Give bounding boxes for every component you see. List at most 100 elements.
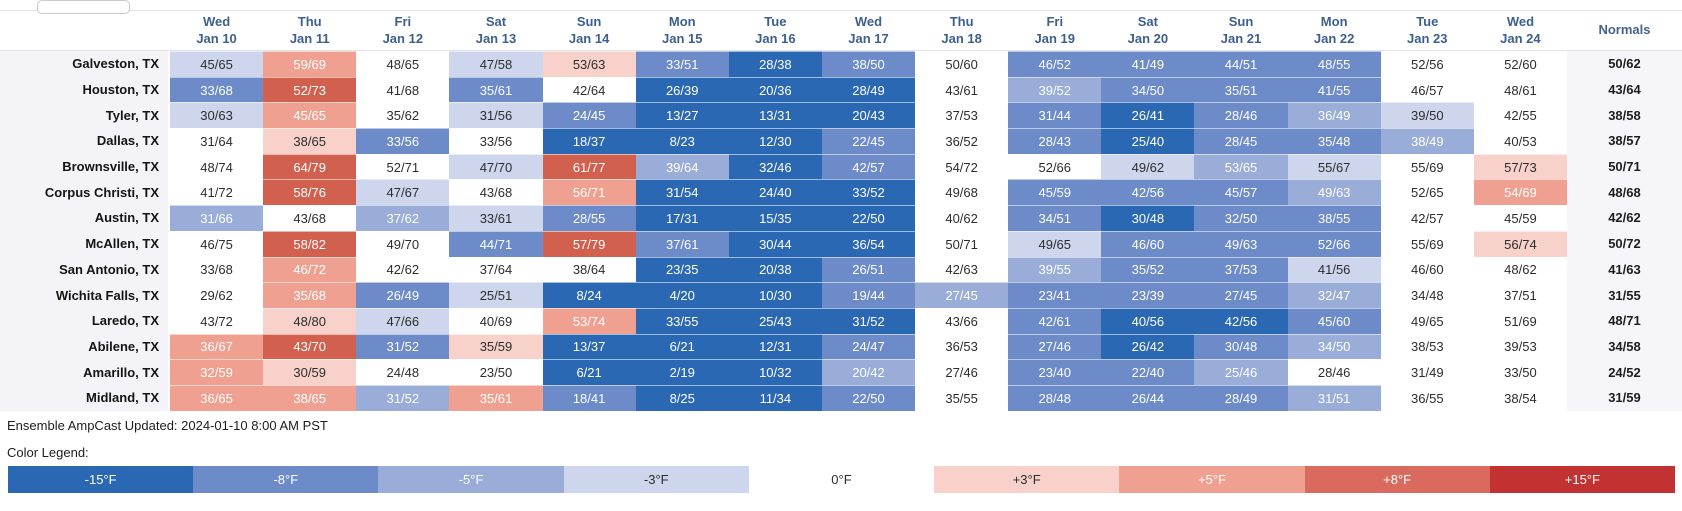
temperature-cell: 42/64 [542, 76, 636, 103]
header-day-label: Sat [1137, 13, 1158, 29]
temperature-cell: 39/50 [1380, 102, 1474, 129]
temperature-cell: 26/39 [635, 76, 729, 103]
temperature-cell: 49/65 [1008, 230, 1102, 257]
date-column-header: Fri Jan 12 [356, 11, 450, 51]
temperature-cell: 27/45 [915, 282, 1009, 308]
temperature-cell: 36/67 [170, 333, 264, 360]
temperature-cell: 64/79 [263, 153, 357, 180]
temperature-cell: 46/60 [1380, 256, 1474, 283]
temperature-cell: 24/40 [728, 179, 822, 206]
temperature-cell: 47/70 [449, 153, 543, 180]
temperature-cell: 43/68 [449, 179, 543, 206]
temperature-cell: 33/51 [635, 51, 729, 77]
normals-cell: 50/71 [1566, 153, 1682, 180]
date-column-header: Tue Jan 16 [728, 11, 822, 51]
header-date-label: Jan 17 [848, 30, 889, 46]
temperature-cell: 46/75 [170, 230, 264, 257]
date-column-header: Sun Jan 14 [542, 11, 636, 51]
temperature-cell: 42/55 [1473, 102, 1567, 129]
normals-cell: 43/64 [1566, 76, 1682, 103]
temperature-cell: 8/25 [635, 384, 729, 411]
temperature-cell: 37/62 [356, 205, 450, 231]
temperature-cell: 29/62 [170, 282, 264, 308]
temperature-cell: 53/74 [542, 307, 636, 334]
header-day-label: Sun [1228, 13, 1254, 29]
legend-segment: -3°F [563, 465, 749, 493]
header-day-label: Mon [1320, 13, 1348, 29]
temperature-cell: 49/70 [356, 230, 450, 257]
temperature-cell: 42/56 [1101, 179, 1195, 206]
temperature-cell: 56/74 [1473, 230, 1567, 257]
temperature-cell: 38/65 [263, 384, 357, 411]
temperature-cell: 50/60 [915, 51, 1009, 77]
date-column-header: Thu Jan 18 [915, 11, 1009, 51]
temperature-cell: 33/52 [821, 179, 916, 206]
temperature-cell: 11/34 [728, 384, 822, 411]
header-day-label: Mon [668, 13, 696, 29]
color-legend-bar: -15°F -8°F -5°F -3°F 0°F +3°F +5°F +8°F +15°F [8, 465, 1675, 493]
normals-cell: 24/52 [1566, 359, 1682, 385]
normals-cell: 41/63 [1566, 256, 1682, 283]
temperature-cell: 43/66 [915, 307, 1009, 334]
temperature-cell: 27/46 [915, 359, 1009, 385]
temperature-cell: 41/72 [170, 179, 264, 206]
city-row-label: Austin, TX [0, 205, 170, 231]
temperature-cell: 46/60 [1101, 230, 1195, 257]
temperature-cell: 59/69 [263, 51, 357, 77]
temperature-cell: 36/65 [170, 384, 264, 411]
temperature-cell: 2/19 [635, 359, 729, 385]
temperature-cell: 24/47 [821, 333, 916, 360]
temperature-cell: 48/80 [263, 307, 357, 334]
temperature-cell: 26/41 [1101, 102, 1195, 129]
temperature-cell: 28/45 [1194, 128, 1288, 154]
color-legend-title: Color Legend: [7, 444, 89, 460]
temperature-cell: 33/55 [635, 307, 729, 334]
temperature-cell: 45/65 [170, 51, 264, 77]
temperature-cell: 34/48 [1380, 282, 1474, 308]
temperature-cell: 20/42 [821, 359, 916, 385]
temperature-cell: 23/39 [1101, 282, 1195, 308]
temperature-cell: 27/46 [1008, 333, 1102, 360]
temperature-cell: 12/30 [728, 128, 822, 154]
header-day-label: Thu [949, 13, 974, 29]
temperature-cell: 30/63 [170, 102, 264, 129]
temperature-cell: 38/55 [1287, 205, 1381, 231]
truncated-toolbar-button[interactable] [37, 0, 130, 14]
temperature-cell: 18/37 [542, 128, 636, 154]
temperature-cell: 10/30 [728, 282, 822, 308]
normals-cell: 38/57 [1566, 128, 1682, 154]
temperature-cell: 38/54 [1473, 384, 1567, 411]
temperature-cell: 34/51 [1008, 205, 1102, 231]
header-corner-cell [0, 11, 170, 51]
temperature-cell: 39/52 [1008, 76, 1102, 103]
header-day-label: Sat [485, 13, 507, 29]
legend-segment: -8°F [193, 465, 379, 493]
temperature-cell: 50/71 [915, 230, 1009, 257]
temperature-cell: 41/68 [356, 76, 450, 103]
temperature-cell: 49/63 [1194, 230, 1288, 257]
date-column-header: Mon Jan 22 [1287, 11, 1381, 51]
temperature-cell: 35/68 [263, 282, 357, 308]
temperature-cell: 32/59 [170, 359, 264, 385]
temperature-cell: 33/61 [449, 205, 543, 231]
temperature-cell: 13/37 [542, 333, 636, 360]
date-column-header: Sat Jan 13 [449, 11, 543, 51]
temperature-cell: 18/41 [542, 384, 636, 411]
temperature-cell: 28/49 [1194, 384, 1288, 411]
header-day-label: Thu [297, 13, 322, 29]
temperature-cell: 53/65 [1194, 153, 1288, 180]
forecast-table: Wed Jan 10 Thu Jan 11 Fri Jan 12 Sat Jan 13 Sun J… [0, 10, 1682, 411]
city-row-label: Houston, TX [0, 76, 170, 103]
temperature-cell: 48/55 [1287, 51, 1381, 77]
temperature-cell: 17/31 [635, 205, 729, 231]
temperature-cell: 28/46 [1287, 359, 1381, 385]
temperature-cell: 56/71 [542, 179, 636, 206]
temperature-cell: 6/21 [542, 359, 636, 385]
temperature-cell: 23/40 [1008, 359, 1102, 385]
temperature-cell: 43/68 [263, 205, 357, 231]
temperature-cell: 20/38 [728, 256, 822, 283]
temperature-cell: 26/51 [821, 256, 916, 283]
temperature-cell: 33/68 [170, 76, 264, 103]
temperature-cell: 6/21 [635, 333, 729, 360]
temperature-cell: 31/44 [1008, 102, 1102, 129]
